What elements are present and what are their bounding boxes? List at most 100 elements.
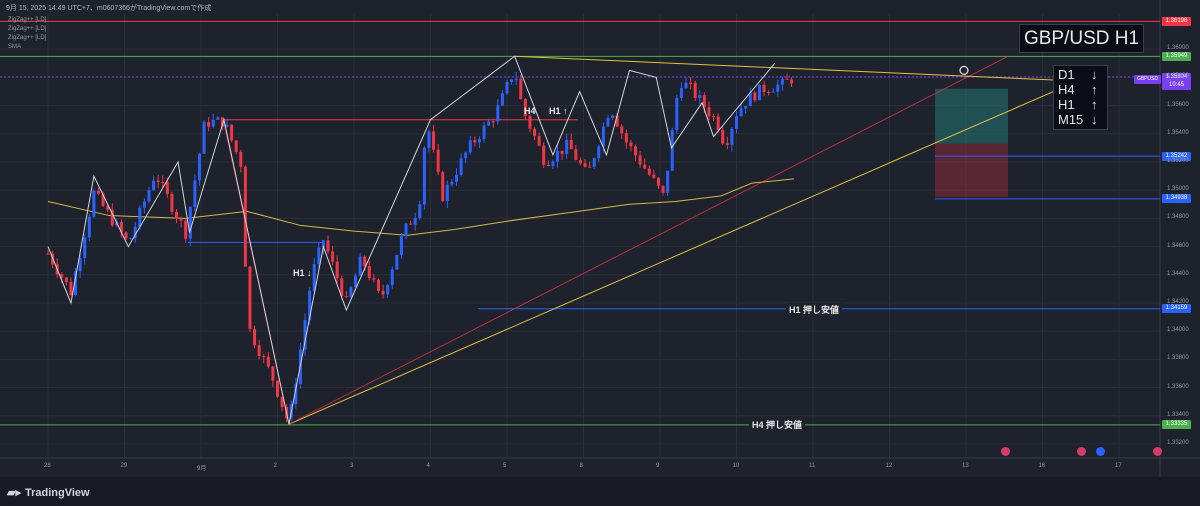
candle-body-63 <box>335 261 339 279</box>
candle-body-147 <box>721 129 725 144</box>
candle-body-35 <box>207 121 211 127</box>
time-tick-0: 28 <box>44 463 51 469</box>
price-label-1: 1.35949 <box>1162 51 1191 61</box>
candle-body-104 <box>523 99 527 117</box>
annotation-h4: H4 <box>524 106 536 116</box>
candle-body-43 <box>243 166 247 267</box>
candle-body-6 <box>74 271 78 296</box>
candle-body-92 <box>468 140 472 153</box>
candle-body-159 <box>776 84 780 92</box>
candle-body-37 <box>216 117 220 120</box>
current-price-label: 1.35804 10:45 <box>1162 73 1191 90</box>
indicator-zigzag-3[interactable]: ZigZag++ [LD] <box>8 35 47 41</box>
candle-body-39 <box>225 124 229 127</box>
candle-body-103 <box>519 78 523 100</box>
candle-body-81 <box>418 204 422 219</box>
candle-body-120 <box>597 146 601 159</box>
price-label-3: 1.34938 <box>1162 194 1191 204</box>
candle-body-132 <box>652 174 656 178</box>
candle-body-42 <box>239 151 243 167</box>
candle-body-56 <box>303 320 307 350</box>
time-tick-10: 11 <box>809 463 816 469</box>
candle-body-34 <box>202 121 206 154</box>
candle-body-152 <box>744 106 748 109</box>
candle-body-50 <box>276 380 279 397</box>
candle-body-131 <box>647 168 651 175</box>
time-tick-1: 29 <box>120 463 128 469</box>
symbol-label: GBPUSD <box>1134 75 1161 84</box>
candle-body-160 <box>780 78 784 85</box>
candle-body-96 <box>487 121 491 126</box>
candle-body-97 <box>491 121 495 123</box>
candle-body-105 <box>528 116 532 129</box>
candle-body-156 <box>762 84 766 93</box>
event-marker-1[interactable] <box>1001 447 1010 456</box>
annotation-h4-support: H4 押し安値 <box>749 418 806 431</box>
candle-body-83 <box>427 131 431 148</box>
candle-body-12 <box>101 193 105 206</box>
candle-body-139 <box>684 82 688 89</box>
price-chart[interactable] <box>0 0 1200 477</box>
sma-line <box>47 178 794 236</box>
candle-body-19 <box>133 226 137 239</box>
event-marker-4[interactable] <box>1153 447 1162 456</box>
candle-body-24 <box>156 180 160 183</box>
candle-body-8 <box>83 237 87 258</box>
candle-body-140 <box>689 82 693 84</box>
candle-body-157 <box>767 92 771 94</box>
candle-body-137 <box>675 97 679 131</box>
price-tick-0: 1.33200 <box>1167 439 1189 446</box>
candle-body-17 <box>124 232 128 239</box>
candle-body-38 <box>220 117 224 127</box>
time-tick-13: 16 <box>1038 463 1046 469</box>
candle-body-145 <box>712 116 716 118</box>
candle-body-130 <box>643 164 647 169</box>
candle-body-64 <box>340 278 344 296</box>
countdown-value: 10:45 <box>1168 82 1184 88</box>
event-marker-3[interactable] <box>1096 447 1105 456</box>
tf-m15-label: M15 <box>1058 112 1084 127</box>
candle-body-10 <box>92 190 96 217</box>
indicator-zigzag-1[interactable]: ZigZag++ [LD] <box>8 17 47 23</box>
event-marker-2[interactable] <box>1077 447 1086 456</box>
candle-body-111 <box>555 150 559 162</box>
candle-body-126 <box>624 133 628 143</box>
candle-body-61 <box>326 240 330 252</box>
trendline-support <box>288 88 1061 425</box>
candle-body-60 <box>321 240 325 248</box>
candle-body-158 <box>771 91 775 93</box>
candle-body-62 <box>331 251 335 262</box>
time-tick-6: 5 <box>503 463 507 469</box>
time-tick-2: 9月 <box>197 466 207 472</box>
candle-body-75 <box>390 269 394 286</box>
candle-body-110 <box>551 161 555 167</box>
candle-body-87 <box>445 184 449 202</box>
tf-h4-label: H4 <box>1058 82 1075 97</box>
candle-body-9 <box>87 216 91 238</box>
candle-body-46 <box>257 345 261 357</box>
indicator-zigzag-2[interactable]: ZigZag++ [LD] <box>8 26 47 32</box>
price-tick-13: 1.35800 <box>1167 73 1189 80</box>
candle-body-107 <box>537 136 541 146</box>
candle-body-7 <box>78 257 82 272</box>
candle-body-47 <box>262 356 266 358</box>
brand-name: TradingView <box>24 487 90 499</box>
candle-body-151 <box>739 108 743 116</box>
candle-body-5 <box>69 282 73 296</box>
trendline-red <box>288 55 1009 425</box>
tf-d1-arrow: ↓ <box>1091 67 1098 82</box>
candle-body-133 <box>656 177 660 186</box>
candle-body-77 <box>399 236 403 255</box>
candle-body-129 <box>638 155 642 165</box>
candle-body-134 <box>661 185 665 193</box>
tradingview-logo[interactable]: ▰▸ TradingView <box>7 486 90 499</box>
indicator-sma[interactable]: SMA <box>8 44 22 50</box>
candle-body-153 <box>748 92 752 107</box>
time-tick-14: 17 <box>1115 463 1122 469</box>
tf-h4-arrow: ↑ <box>1091 82 1098 97</box>
price-tick-12: 1.35600 <box>1167 101 1189 108</box>
zigzag-line <box>47 55 776 425</box>
candle-body-143 <box>702 95 706 108</box>
price-label-4: 1.34159 <box>1162 304 1191 314</box>
